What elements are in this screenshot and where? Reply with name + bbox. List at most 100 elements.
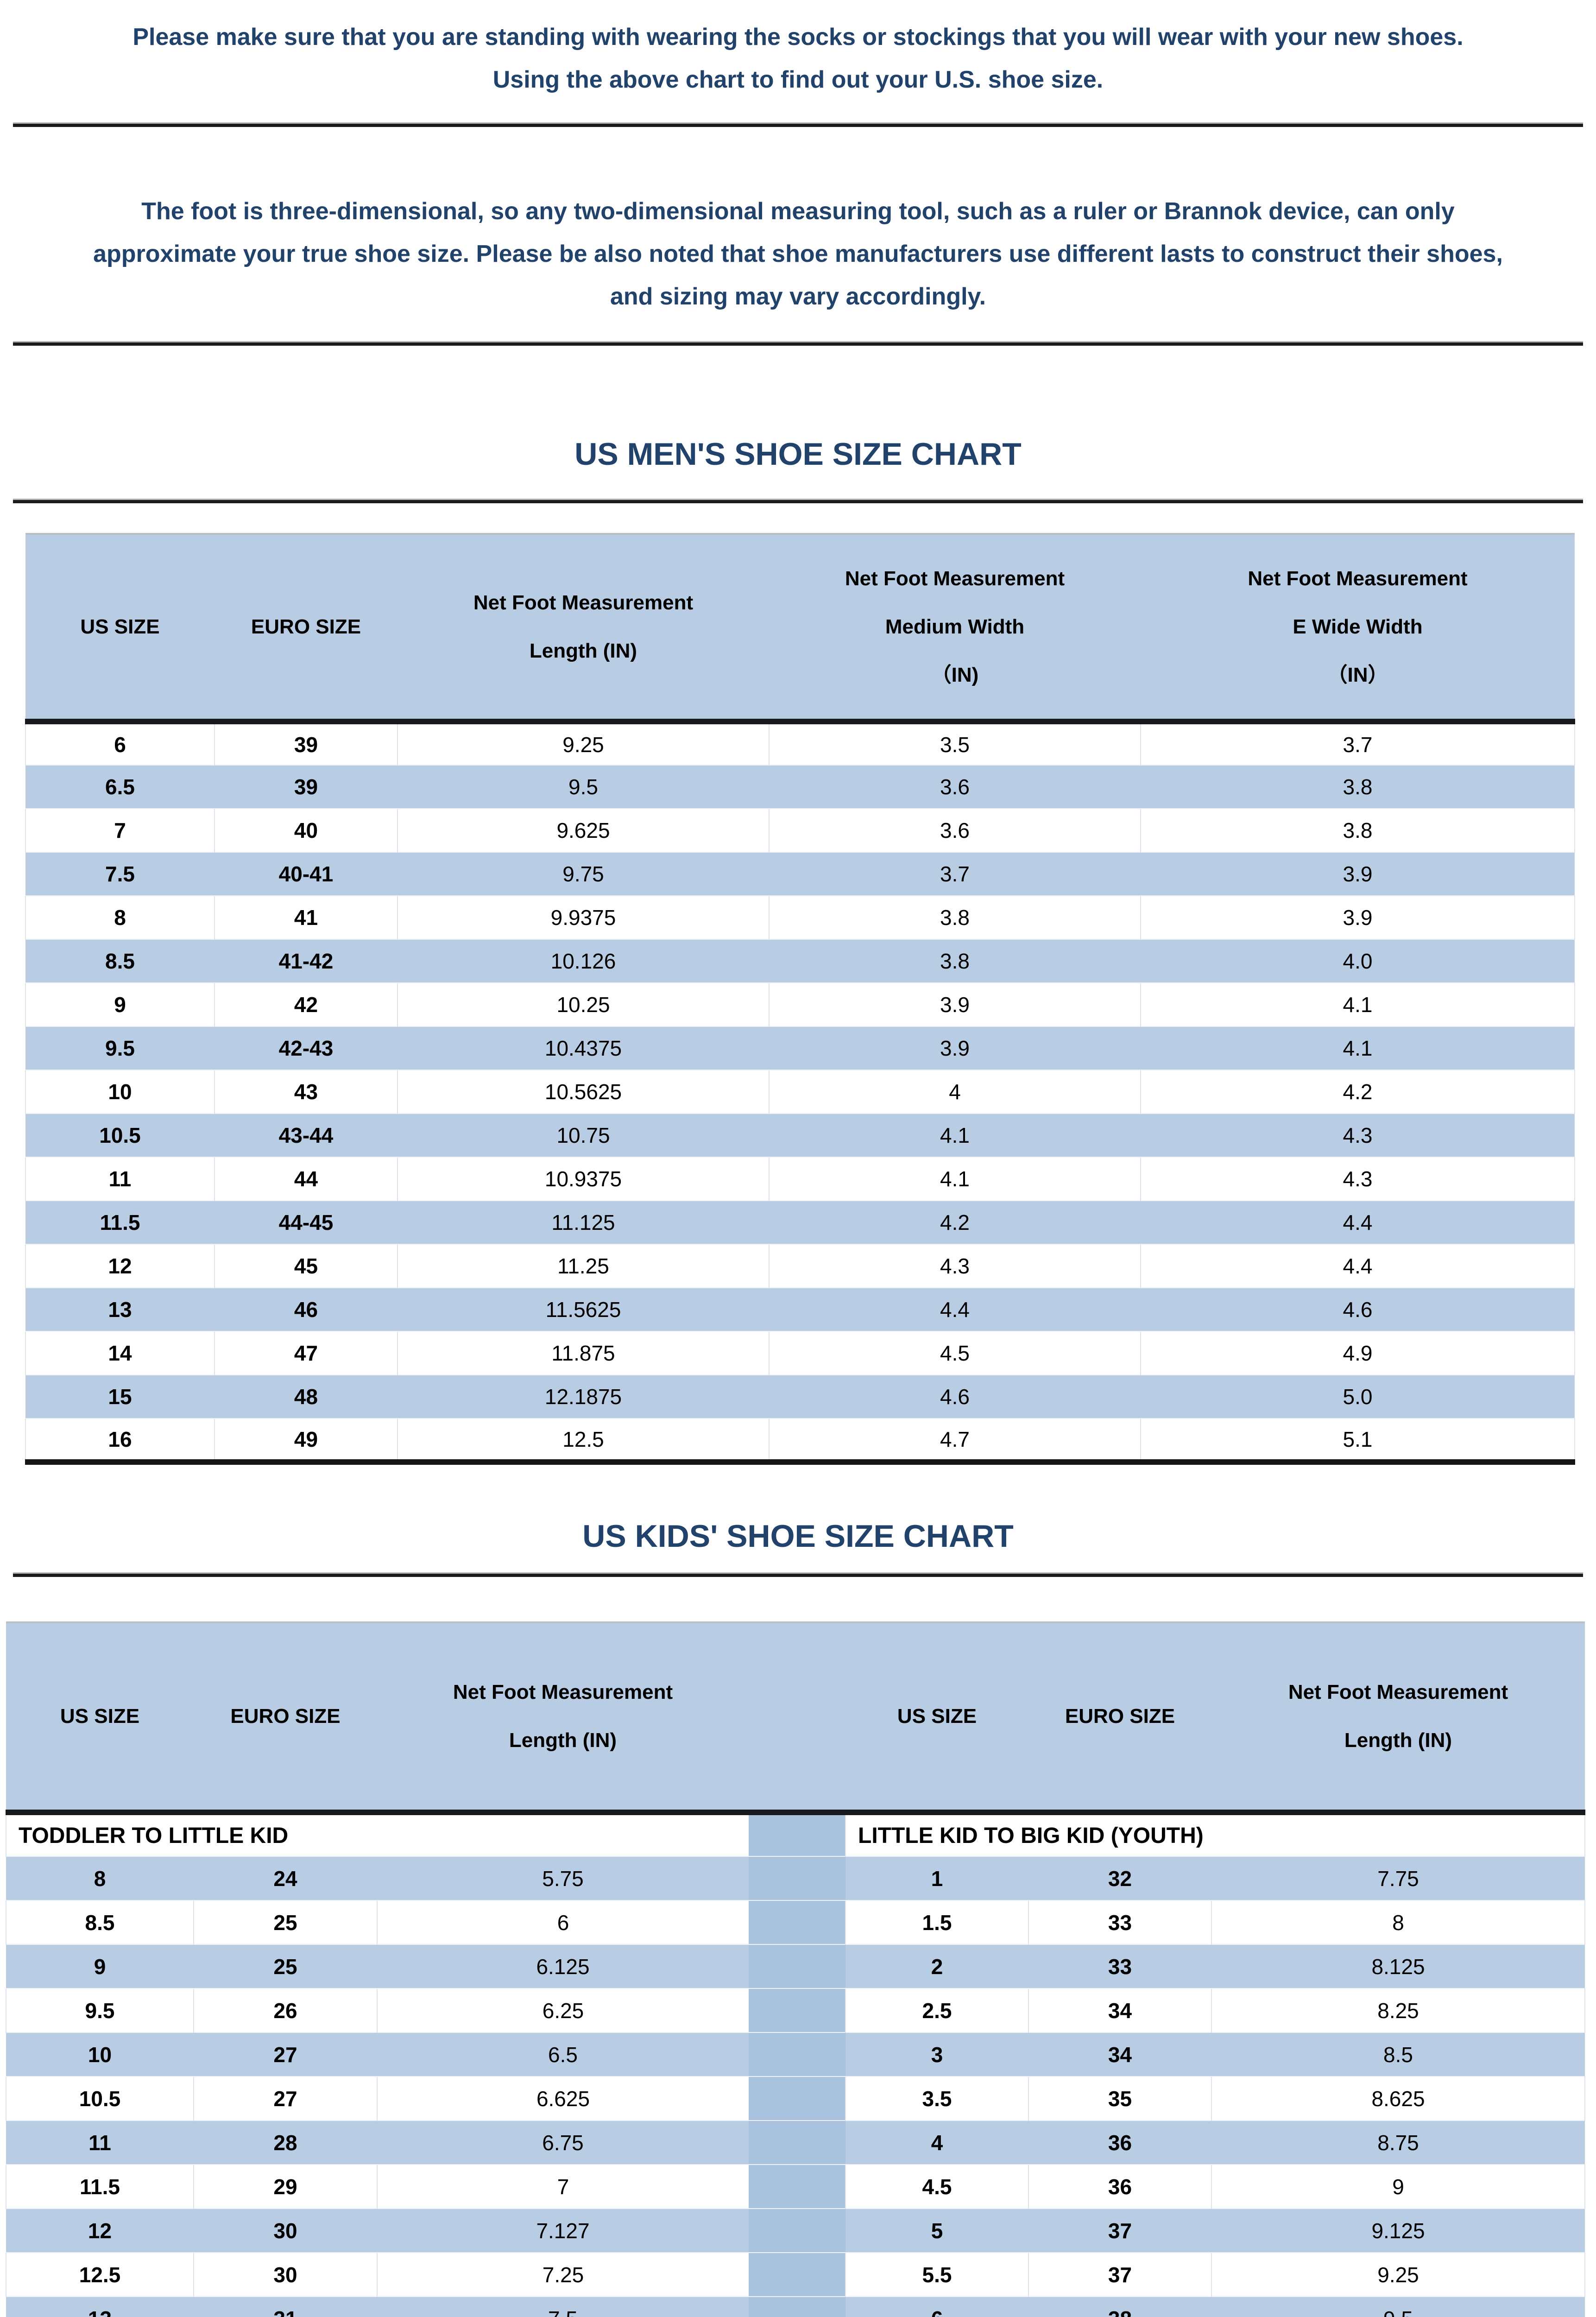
table-row: 10.5 43-44 10.75 4.1 4.3 (25, 1113, 1575, 1157)
cell: 3.7 (1140, 721, 1575, 765)
cell: 10.9375 (397, 1157, 769, 1201)
header-row: US SIZE EURO SIZE Net Foot Measurement L… (6, 1622, 1585, 1815)
cell: 44 (214, 1157, 397, 1201)
table-row: 11.5 44-45 11.125 4.2 4.4 (25, 1200, 1575, 1244)
cell: 9.9375 (397, 895, 769, 939)
cell: 12 (25, 1244, 214, 1288)
cell: 45 (214, 1244, 397, 1288)
mens-table-body: 6 39 9.25 3.5 3.7 6.5 39 9.5 3.6 3.8 7 40 9.625 3.6 3.… (25, 721, 1575, 1465)
column-header-e-wide-width: Net Foot Measurement E Wide Width （IN） (1141, 534, 1575, 724)
table-row: 14 47 11.875 4.5 4.9 (25, 1331, 1575, 1375)
table-row: 7.5 40-41 9.75 3.7 3.9 (25, 852, 1575, 896)
column-header-medium-width: Net Foot Measurement Medium Width （IN) (769, 534, 1141, 724)
cell: 4.7 (769, 1418, 1141, 1465)
table-row: 11 28 6.75 4 36 8.75 (6, 2120, 1585, 2165)
cell: 12.5 (6, 2252, 194, 2297)
cell: 43-44 (214, 1113, 397, 1157)
cell: 11.125 (397, 1200, 769, 1244)
cell: 30 (194, 2208, 377, 2253)
cell: 42-43 (214, 1026, 397, 1070)
cell: 3.6 (769, 765, 1141, 809)
cell: 10.5 (25, 1113, 214, 1157)
measuring-note: The foot is three-dimensional, so any tw… (93, 198, 1503, 310)
cell (749, 2032, 845, 2076)
table-row: 10.5 27 6.625 3.5 35 8.625 (6, 2076, 1585, 2121)
intro-note: Please make sure that you are standing w… (132, 24, 1464, 93)
cell: 13 (6, 2296, 194, 2317)
cell: 5 (845, 2208, 1028, 2253)
cell: 34 (1028, 1988, 1211, 2032)
cell: 3 (845, 2032, 1028, 2076)
cell: 4.3 (1141, 1113, 1575, 1157)
column-header-euro-size: EURO SIZE (214, 534, 397, 724)
cell: 16 (25, 1418, 214, 1465)
cell: 7.127 (377, 2208, 749, 2253)
table-row: 12.5 30 7.25 5.5 37 9.25 (6, 2252, 1585, 2297)
cell: 10 (25, 1070, 214, 1114)
cell: 9 (6, 1944, 194, 1988)
cell: 10.25 (397, 982, 769, 1026)
cell: 8.5 (25, 939, 214, 983)
cell: 4.5 (845, 2164, 1028, 2209)
cell: 10.75 (397, 1113, 769, 1157)
table-row: 7 40 9.625 3.6 3.8 (25, 808, 1575, 852)
cell (749, 2296, 845, 2317)
cell: 10.5625 (397, 1070, 769, 1114)
cell: 49 (214, 1418, 397, 1465)
cell: 4.3 (1140, 1157, 1575, 1201)
gutter-spacer (749, 1812, 845, 1856)
cell: 6.125 (377, 1944, 749, 1988)
cell: 9.5 (1211, 2296, 1585, 2317)
table-row: 12 45 11.25 4.3 4.4 (25, 1244, 1575, 1288)
cell (749, 1900, 845, 1944)
cell: 5.1 (1140, 1418, 1575, 1465)
column-header-length: Net Foot Measurement Length (IN) (377, 1622, 749, 1815)
cell: 8 (25, 895, 214, 939)
cell: 42 (214, 982, 397, 1026)
table-row: 16 49 12.5 4.7 5.1 (25, 1418, 1575, 1465)
cell: 6.25 (377, 1988, 749, 2032)
cell: 3.9 (1140, 895, 1575, 939)
column-header-us-size: US SIZE (25, 534, 214, 724)
cell: 29 (193, 2164, 377, 2209)
cell: 36 (1028, 2120, 1211, 2165)
cell: 7.5 (25, 852, 214, 896)
section-header-toddler: TODDLER TO LITTLE KID (6, 1812, 749, 1856)
table-row: 11 44 10.9375 4.1 4.3 (25, 1157, 1575, 1201)
table-row: 13 46 11.5625 4.4 4.6 (25, 1287, 1575, 1331)
cell: 7.75 (1211, 1856, 1585, 1900)
cell: 4 (845, 2120, 1028, 2165)
cell: 6.625 (377, 2076, 749, 2121)
cell: 3.8 (1141, 765, 1575, 809)
cell: 41 (214, 895, 397, 939)
table-row: 8 41 9.9375 3.8 3.9 (25, 895, 1575, 939)
cell: 4.4 (1140, 1244, 1575, 1288)
cell: 7.25 (377, 2252, 749, 2297)
table-row: 6 39 9.25 3.5 3.7 (25, 721, 1575, 765)
cell: 9 (1211, 2164, 1585, 2209)
cell: 11.25 (397, 1244, 769, 1288)
cell: 11 (6, 2120, 194, 2165)
cell: 8.75 (1211, 2120, 1585, 2165)
cell: 8.625 (1211, 2076, 1585, 2121)
cell: 4.0 (1141, 939, 1575, 983)
cell: 44-45 (214, 1200, 397, 1244)
cell: 5.5 (845, 2252, 1028, 2297)
cell: 32 (1028, 1856, 1211, 1900)
cell: 9.5 (397, 765, 769, 809)
cell: 4.9 (1140, 1331, 1575, 1375)
cell: 3.9 (1141, 852, 1575, 896)
cell: 4 (769, 1070, 1141, 1114)
cell: 8.5 (1211, 2032, 1585, 2076)
cell: 9.625 (397, 808, 769, 852)
divider (13, 341, 1583, 346)
cell: 4.1 (1140, 982, 1575, 1026)
cell: 40 (214, 808, 397, 852)
mens-size-table: US SIZE EURO SIZE Net Foot Measurement L… (25, 533, 1575, 1465)
cell (749, 2164, 845, 2209)
cell: 11.5 (25, 1200, 214, 1244)
cell: 40-41 (214, 852, 397, 896)
cell: 10 (6, 2032, 194, 2076)
table-row: 8.5 25 6 1.5 33 8 (6, 1900, 1585, 1944)
